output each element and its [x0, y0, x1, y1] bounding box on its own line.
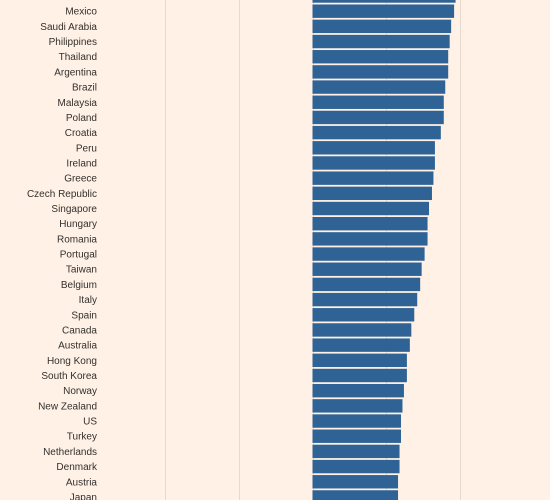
- category-label: Philippines: [49, 37, 97, 48]
- bar-partial-top: [312, 0, 456, 3]
- bar-canada: [312, 323, 412, 337]
- category-label: Thailand: [59, 52, 97, 63]
- category-label: Brazil: [72, 83, 97, 94]
- category-label: New Zealand: [38, 401, 97, 412]
- category-label: Italy: [79, 295, 97, 306]
- bar-south-korea: [312, 368, 407, 383]
- category-label: Singapore: [51, 204, 97, 215]
- bar-denmark: [312, 459, 400, 474]
- category-label: Denmark: [56, 462, 98, 473]
- category-label: Romania: [57, 234, 97, 245]
- category-label: Greece: [64, 174, 97, 185]
- category-labels: Mexico Saudi Arabia Philippines Thailand Arg…: [27, 7, 98, 500]
- category-label: Norway: [63, 386, 97, 397]
- bar-netherlands: [312, 444, 400, 459]
- category-label: Netherlands: [43, 447, 97, 458]
- bar-portugal: [312, 247, 425, 261]
- bar-hong-kong: [312, 353, 407, 368]
- bar-saudi-arabia: [312, 19, 452, 34]
- category-label: Argentina: [54, 67, 97, 78]
- category-label: Peru: [76, 143, 97, 154]
- category-label: Japan: [70, 492, 97, 500]
- bars: [312, 0, 456, 500]
- category-label: Spain: [71, 310, 97, 321]
- category-label: Canada: [62, 325, 97, 336]
- category-label: Hungary: [59, 219, 97, 230]
- bar-spain: [312, 308, 415, 322]
- bar-argentina: [312, 65, 449, 79]
- bar-hungary: [312, 217, 428, 231]
- bar-norway: [312, 383, 404, 398]
- category-label: Australia: [58, 341, 97, 352]
- category-label: South Korea: [41, 371, 97, 382]
- bar-austria: [312, 475, 399, 489]
- bar-belgium: [312, 277, 421, 292]
- bar-thailand: [312, 50, 449, 64]
- bar-malaysia: [312, 95, 444, 109]
- category-label: Taiwan: [66, 265, 97, 276]
- category-label: Belgium: [61, 280, 97, 291]
- bar-italy: [312, 292, 418, 307]
- category-label: Ireland: [66, 158, 97, 169]
- bar-peru: [312, 141, 435, 155]
- category-label: Portugal: [60, 250, 97, 261]
- bar-poland: [312, 110, 444, 125]
- bar-brazil: [312, 80, 446, 94]
- bar-philippines: [312, 34, 450, 49]
- bar-taiwan: [312, 262, 422, 276]
- bar-australia: [312, 338, 410, 352]
- category-label: Poland: [66, 113, 97, 124]
- category-label: US: [83, 417, 97, 428]
- bar-singapore: [312, 201, 430, 216]
- category-label: Saudi Arabia: [40, 22, 97, 33]
- bar-romania: [312, 232, 428, 246]
- category-label: Croatia: [65, 128, 98, 139]
- category-label: Czech Republic: [27, 189, 97, 200]
- bar-japan: [312, 490, 399, 500]
- category-label: Austria: [66, 477, 98, 488]
- bar-turkey: [312, 429, 401, 443]
- bar-new-zealand: [312, 399, 403, 413]
- category-label: Hong Kong: [47, 356, 97, 367]
- bar-croatia: [312, 125, 441, 140]
- category-label: Mexico: [65, 7, 97, 18]
- bar-greece: [312, 171, 434, 185]
- bar-czech-republic: [312, 186, 432, 201]
- bar-us: [312, 414, 401, 428]
- category-label: Malaysia: [58, 98, 98, 109]
- bar-mexico: [312, 4, 455, 18]
- category-label: Turkey: [67, 432, 97, 443]
- bar-ireland: [312, 156, 435, 170]
